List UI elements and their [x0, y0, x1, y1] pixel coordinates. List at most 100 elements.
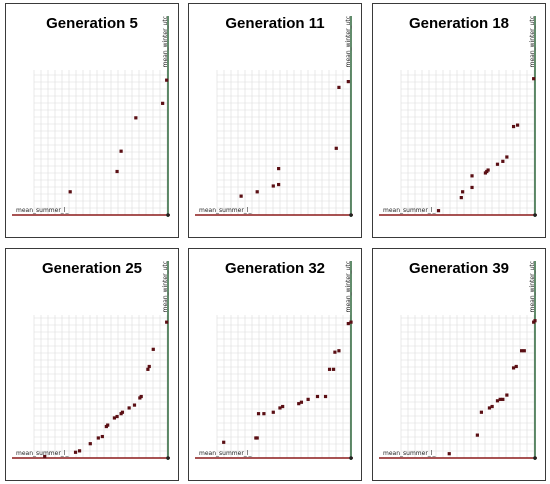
data-point: [112, 416, 116, 420]
data-point: [349, 320, 353, 324]
data-point: [106, 423, 110, 427]
data-point: [495, 162, 500, 166]
data-points: [436, 77, 536, 213]
data-point: [165, 78, 169, 82]
chart-panel-gen-25: Generation 25 mean_summer_l_ mean_winter_…: [5, 248, 179, 481]
data-point: [96, 436, 100, 440]
y-axis-label: mean_winter_utc: [162, 16, 169, 67]
data-point: [100, 434, 104, 439]
data-point: [222, 440, 226, 444]
data-point: [511, 366, 516, 370]
chart-panel-gen-11: Generation 11 mean_summer_l_ mean_winter_…: [188, 3, 362, 238]
data-point: [73, 450, 78, 454]
data-point: [331, 367, 336, 371]
data-point: [333, 350, 337, 354]
data-point: [255, 436, 259, 440]
grid: [400, 315, 535, 459]
data-point: [337, 85, 341, 89]
data-point: [514, 364, 518, 369]
data-point: [470, 185, 474, 190]
data-point: [132, 403, 137, 407]
x-axis-label: mean_summer_l_: [199, 207, 252, 214]
chart-title: Generation 39: [408, 260, 510, 277]
data-point: [277, 167, 281, 171]
x-axis-label: mean_summer_l_: [16, 207, 69, 214]
axis-origin-marker: [166, 213, 170, 217]
grid: [216, 315, 351, 459]
data-point: [479, 410, 483, 414]
data-point: [239, 194, 243, 198]
data-point: [486, 168, 490, 172]
data-point: [147, 364, 151, 369]
data-point: [271, 184, 275, 188]
data-points: [222, 320, 353, 444]
data-points: [239, 80, 350, 198]
grid: [33, 70, 168, 216]
data-point: [255, 190, 259, 194]
data-point: [520, 349, 524, 353]
data-point: [281, 404, 285, 409]
data-point: [323, 394, 328, 399]
axis-origin-marker: [533, 213, 537, 217]
data-point: [256, 412, 261, 416]
data-point: [277, 182, 281, 187]
data-point: [262, 412, 266, 416]
data-point: [490, 404, 494, 409]
x-axis-label: mean_summer_l_: [199, 450, 252, 457]
data-point: [498, 397, 502, 401]
scatter-plot: mean_summer_l_ mean_winter_utc: [12, 16, 170, 217]
chart-panel-gen-5: Generation 5 mean_summer_l_ mean_winter_u…: [5, 3, 179, 238]
data-point: [139, 394, 143, 399]
data-point: [327, 367, 332, 371]
y-axis-label: mean_winter_utc: [529, 261, 536, 312]
data-point: [119, 149, 123, 153]
data-point: [271, 410, 275, 414]
data-point: [161, 101, 165, 105]
scatter-plot: mean_summer_l_ mean_winter_utc: [379, 16, 537, 217]
data-point: [334, 146, 338, 150]
chart-panel-gen-18: Generation 18 mean_summer_l_ mean_winter_…: [372, 3, 546, 238]
scatter-plot: mean_summer_l_ mean_winter_utc: [195, 261, 353, 460]
chart-title: Generation 32: [224, 260, 326, 277]
data-points: [447, 319, 537, 456]
data-point: [505, 393, 509, 397]
data-point: [299, 400, 304, 404]
grid: [216, 70, 351, 216]
data-point: [146, 367, 150, 371]
data-point: [127, 406, 131, 410]
data-point: [165, 320, 169, 324]
data-points: [68, 78, 169, 194]
data-point: [77, 449, 82, 453]
data-point: [501, 397, 505, 401]
data-point: [43, 454, 47, 459]
data-point: [297, 402, 301, 406]
data-point: [515, 123, 520, 127]
axis-origin-marker: [533, 456, 537, 460]
axis-origin-marker: [349, 456, 353, 460]
chart-title: Generation 11: [225, 15, 325, 32]
scatter-plot: mean_summer_l_ mean_winter_utc: [379, 261, 537, 460]
data-points: [43, 320, 169, 459]
axis-origin-marker: [166, 456, 170, 460]
data-point: [88, 442, 92, 446]
data-point: [522, 349, 526, 353]
scatter-plot: mean_summer_l_ mean_winter_utc: [195, 16, 353, 217]
data-point: [306, 397, 310, 401]
data-point: [346, 321, 350, 326]
data-point: [436, 209, 441, 213]
data-point: [115, 414, 119, 419]
data-point: [487, 406, 492, 410]
data-point: [459, 196, 463, 200]
data-point: [501, 159, 505, 163]
data-point: [461, 190, 465, 194]
data-point: [315, 394, 320, 399]
chart-panel-gen-39: Generation 39 mean_summer_l_ mean_winter_…: [372, 248, 546, 481]
data-point: [505, 155, 509, 159]
data-point: [533, 319, 537, 323]
data-point: [278, 406, 282, 410]
data-point: [495, 399, 500, 403]
y-axis-label: mean_winter_utc: [162, 261, 169, 312]
chart-title: Generation 18: [408, 15, 510, 32]
axis-origin-marker: [349, 213, 353, 217]
y-axis-label: mean_winter_utc: [345, 16, 352, 67]
